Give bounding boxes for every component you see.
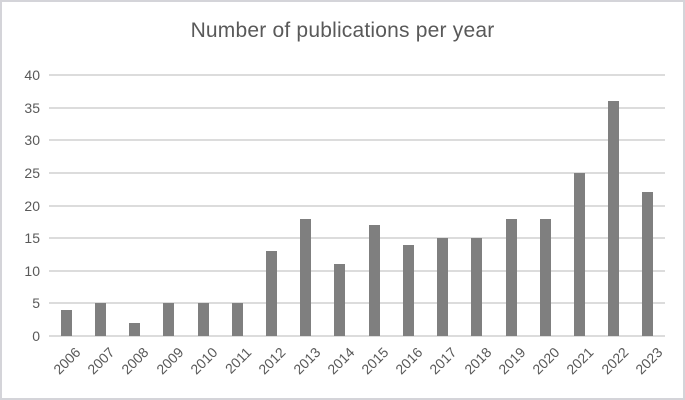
bar-2019: [505, 218, 517, 336]
y-axis-tick-label: 40: [24, 67, 40, 83]
x-axis-tick-label: 2014: [323, 344, 358, 378]
gridline-y-0: [49, 335, 665, 337]
x-axis-tick-label: 2011: [221, 344, 255, 377]
bar-2020: [539, 218, 551, 336]
gridline-y-30: [49, 139, 665, 142]
bar-2008: [129, 322, 141, 336]
gridline-y-20: [49, 204, 665, 207]
bar-2023: [642, 192, 654, 336]
bar-2006: [60, 309, 72, 336]
chart-title: Number of publications per year: [190, 19, 495, 42]
x-axis-tick-label: 2022: [597, 344, 631, 378]
x-axis-tick-label: 2009: [152, 344, 187, 378]
y-axis-tick-label: 10: [24, 262, 40, 279]
y-axis-tick-label: 5: [32, 295, 40, 312]
y-axis-tick-label: 0: [32, 328, 40, 344]
x-axis-tick-label: 2007: [84, 344, 118, 378]
x-axis-tick-label: 2016: [392, 344, 426, 378]
x-axis-tick-label: 2010: [186, 344, 221, 378]
bar-2018: [471, 238, 483, 336]
bar-2017: [437, 238, 449, 336]
bar-2010: [197, 303, 209, 336]
bar-2014: [334, 264, 346, 336]
x-axis-tick-label: 2006: [50, 344, 84, 378]
y-axis-tick-label: 30: [24, 132, 40, 149]
bar-2016: [402, 244, 414, 336]
x-axis-tick-label: 2012: [255, 344, 289, 378]
y-axis-tick-label: 35: [24, 99, 40, 116]
bar-2021: [573, 172, 585, 336]
bar-2007: [94, 303, 106, 336]
x-axis-tick-label: 2015: [358, 344, 392, 378]
x-axis-tick-label: 2023: [631, 344, 666, 378]
y-axis-tick-label: 20: [24, 197, 40, 214]
x-axis-tick-label: 2021: [563, 344, 597, 378]
bar-2022: [608, 101, 620, 336]
gridline-y-5: [49, 302, 665, 305]
bar-2015: [368, 225, 380, 336]
gridline-y-10: [49, 269, 665, 272]
y-axis-tick-label: 25: [24, 164, 40, 181]
bar-2013: [300, 218, 312, 336]
x-axis-tick-label: 2008: [118, 344, 152, 378]
x-axis-tick-label: 2017: [426, 344, 460, 378]
bar-2012: [265, 251, 277, 336]
gridline-y-40: [49, 74, 665, 76]
bar-2009: [163, 303, 175, 336]
x-axis-tick-label: 2018: [460, 344, 495, 378]
gridline-y-35: [49, 106, 665, 109]
bar-2011: [231, 303, 243, 336]
x-axis-tick-label: 2013: [289, 344, 323, 378]
y-axis-tick-label: 15: [24, 230, 40, 247]
x-axis-tick-label: 2020: [529, 344, 563, 378]
gridline-y-25: [49, 171, 665, 174]
x-axis-tick-label: 2019: [494, 344, 529, 378]
gridline-y-15: [49, 237, 665, 240]
